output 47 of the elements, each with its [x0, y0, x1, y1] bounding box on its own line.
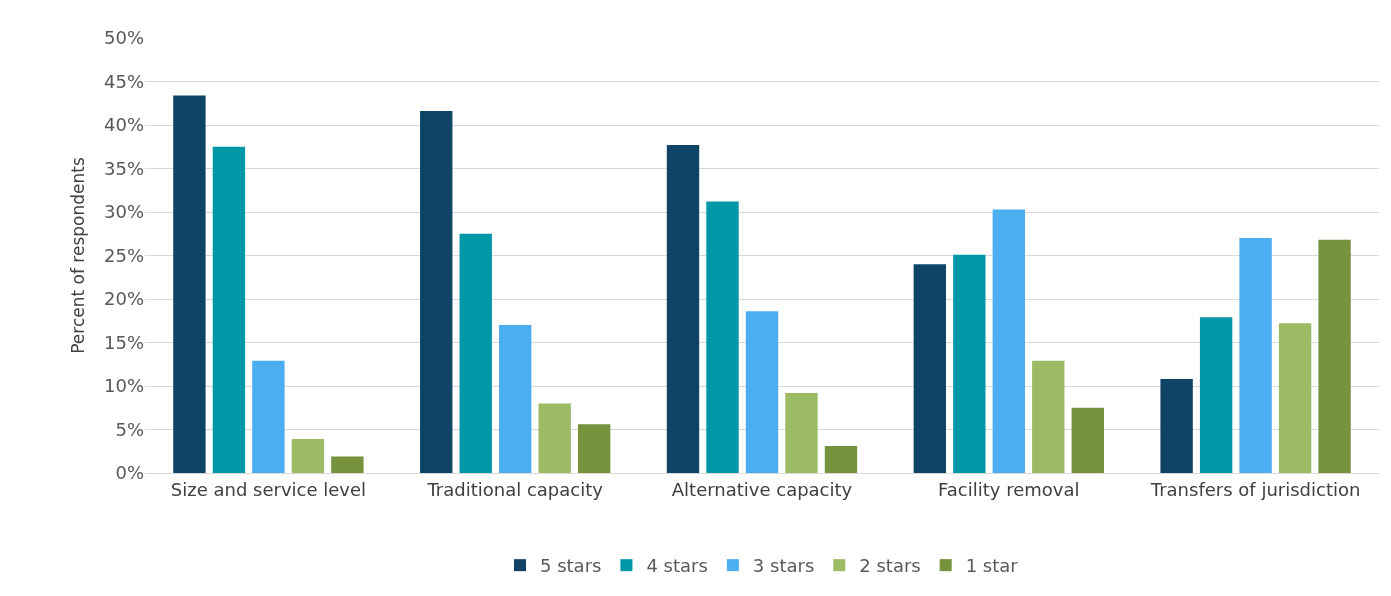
y-tick-label: 5% [115, 418, 144, 440]
bar [1318, 239, 1351, 473]
bar [1032, 360, 1065, 473]
bar [499, 325, 532, 473]
bar [291, 439, 325, 473]
y-tick-label: 25% [103, 244, 144, 266]
bar [913, 264, 947, 473]
bar [538, 403, 571, 473]
y-tick-label: 0% [115, 462, 144, 484]
bar [577, 424, 611, 473]
bar [824, 446, 858, 473]
y-tick-label: 20% [103, 288, 144, 310]
y-tick-label: 15% [103, 331, 144, 353]
bar [173, 95, 206, 473]
bar [992, 209, 1025, 473]
x-tick-label: Transfers of jurisdiction [1149, 478, 1361, 500]
y-tick-label: 45% [103, 70, 144, 92]
bar [785, 392, 818, 473]
legend-label: 3 stars [752, 555, 815, 577]
legend-label: 4 stars [646, 555, 708, 577]
y-axis-title: Percent of respondents [67, 157, 88, 354]
bar [1160, 379, 1193, 473]
y-tick-label: 40% [103, 114, 144, 136]
y-tick-label: 10% [103, 375, 144, 397]
x-tick-label: Facility removal [938, 478, 1080, 500]
bar [1278, 323, 1312, 473]
legend-label: 1 star [965, 555, 1019, 577]
bar [953, 254, 986, 473]
legend-label: 5 stars [540, 555, 602, 577]
x-tick-label: Traditional capacity [426, 478, 604, 500]
bar [706, 201, 739, 473]
bar [420, 111, 453, 473]
bar [1239, 238, 1272, 473]
bar [212, 146, 246, 473]
bar [252, 360, 285, 473]
bar [1071, 407, 1104, 473]
y-tick-label: 30% [103, 201, 144, 223]
bar [331, 456, 364, 473]
y-tick-label: 35% [103, 157, 144, 179]
y-tick-label: 50% [103, 27, 144, 49]
x-tick-label: Alternative capacity [671, 478, 853, 500]
bar [459, 233, 492, 473]
x-tick-label: Size and service level [170, 478, 367, 500]
bar [745, 311, 779, 473]
bar [1199, 317, 1233, 473]
legend-label: 2 stars [859, 555, 921, 577]
bar [666, 145, 700, 473]
